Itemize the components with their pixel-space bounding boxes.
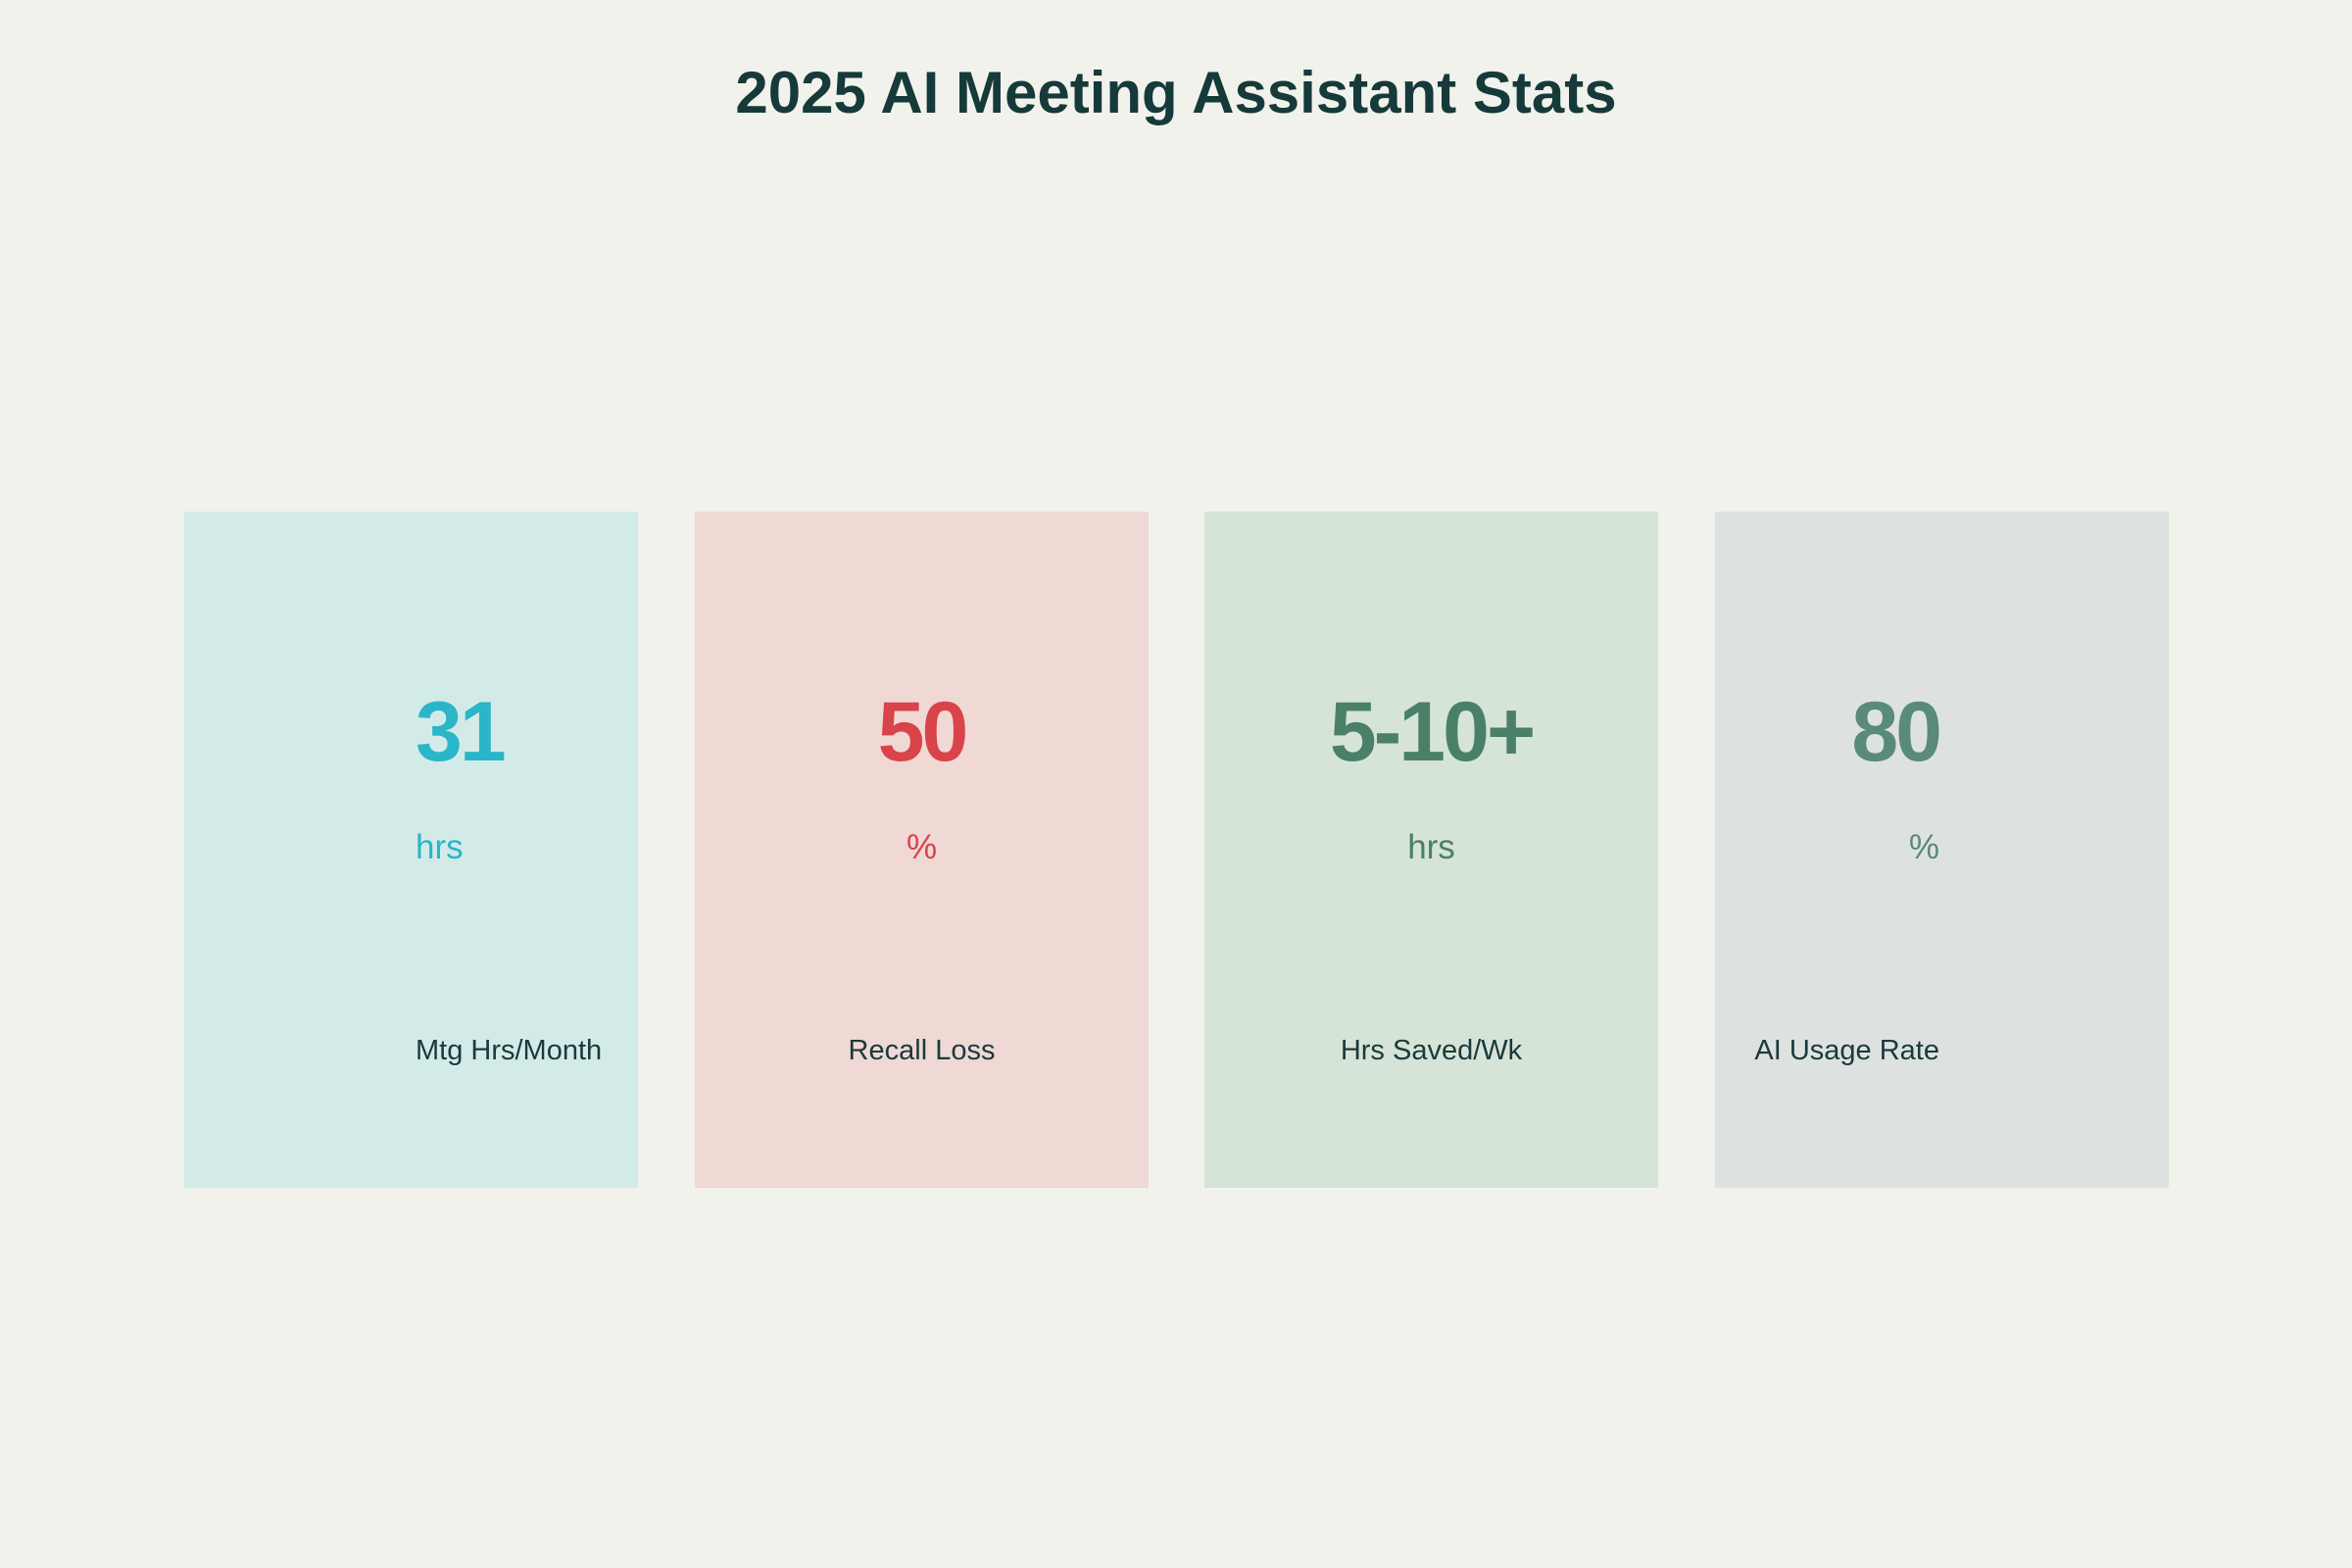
- stat-card: 80% AI Usage Rate: [1715, 512, 2169, 1188]
- stat-label: Mtg Hrs/Month: [416, 1035, 603, 1066]
- stat-card: 50% Recall Loss: [695, 512, 1149, 1188]
- stat-value: 5-10+: [1329, 685, 1536, 779]
- stat-value: 31: [416, 685, 507, 779]
- stat-unit: %: [906, 828, 938, 866]
- stat-label: Hrs Saved/Wk: [1340, 1035, 1523, 1066]
- stat-value: 50: [877, 685, 969, 779]
- title: 2025 AI Meeting Assistant Stats: [735, 60, 1617, 125]
- stat-label: AI Usage Rate: [1754, 1035, 1939, 1066]
- stat-card: 5-10+ hrs Hrs Saved/Wk: [1204, 512, 1658, 1188]
- stat-unit: %: [1908, 828, 1939, 866]
- stat-value: 80: [1851, 685, 1942, 779]
- stat-label: Recall Loss: [848, 1035, 996, 1066]
- stat-unit: hrs: [416, 828, 464, 866]
- stat-card: 31 hrs Mtg Hrs/Month: [184, 512, 638, 1188]
- stat-unit: hrs: [1407, 828, 1455, 866]
